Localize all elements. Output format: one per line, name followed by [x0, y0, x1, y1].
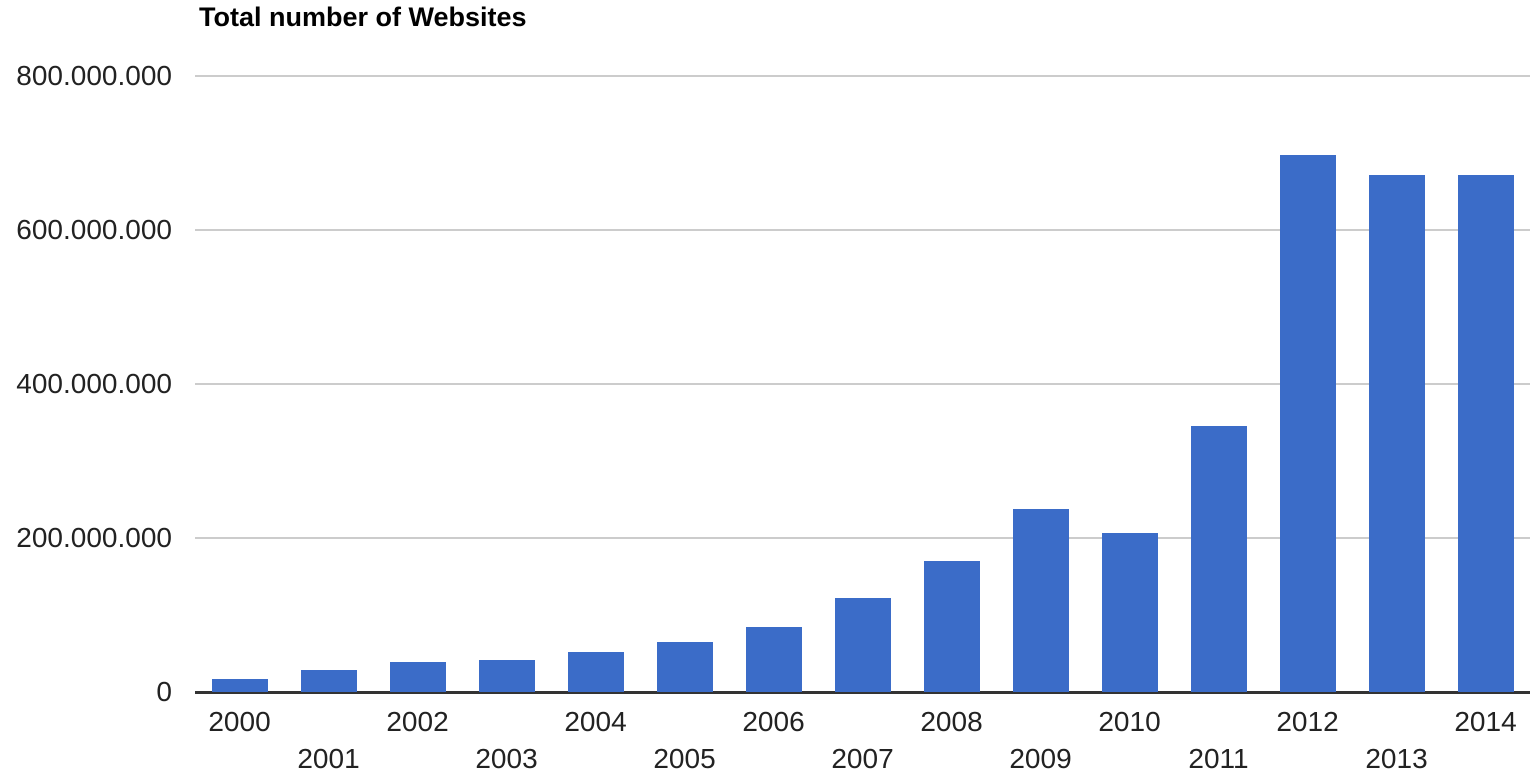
- bar-2009[interactable]: [1013, 509, 1069, 692]
- y-axis-tick-label: 800.000.000: [16, 60, 172, 91]
- x-axis-label-2008: 2008: [920, 706, 983, 737]
- x-axis-label-2012: 2012: [1276, 706, 1339, 737]
- bar-2003[interactable]: [479, 660, 535, 692]
- x-axis-label-2009: 2009: [1009, 743, 1072, 774]
- bar-2013[interactable]: [1369, 175, 1425, 692]
- bar-2008[interactable]: [924, 561, 980, 692]
- bar-2000[interactable]: [212, 679, 268, 692]
- x-axis-label-2007: 2007: [831, 743, 894, 774]
- x-axis-label-2010: 2010: [1098, 706, 1161, 737]
- gridline-400.000.000: [195, 383, 1530, 385]
- bar-2004[interactable]: [568, 652, 624, 692]
- x-axis-label-2014: 2014: [1454, 706, 1517, 737]
- y-axis-tick-label: 600.000.000: [16, 214, 172, 245]
- x-axis-label-2003: 2003: [475, 743, 538, 774]
- x-axis-baseline: [195, 691, 1530, 694]
- x-axis-label-2006: 2006: [742, 706, 805, 737]
- x-axis-label-2000: 2000: [208, 706, 271, 737]
- bar-2002[interactable]: [390, 662, 446, 692]
- bar-2010[interactable]: [1102, 533, 1158, 692]
- bar-2006[interactable]: [746, 627, 802, 692]
- bar-2014[interactable]: [1458, 175, 1514, 692]
- bar-2001[interactable]: [301, 670, 357, 692]
- x-axis-label-2001: 2001: [297, 743, 360, 774]
- y-axis-tick-label: 0: [156, 676, 172, 707]
- x-axis-label-2013: 2013: [1365, 743, 1428, 774]
- gridline-200.000.000: [195, 537, 1530, 539]
- gridline-800.000.000: [195, 75, 1530, 77]
- x-axis-label-2011: 2011: [1188, 743, 1249, 774]
- x-axis-label-2004: 2004: [564, 706, 627, 737]
- x-axis-label-2005: 2005: [653, 743, 716, 774]
- gridline-600.000.000: [195, 229, 1530, 231]
- bar-2005[interactable]: [657, 642, 713, 692]
- y-axis-tick-label: 200.000.000: [16, 522, 172, 553]
- chart-title: Total number of Websites: [199, 2, 527, 32]
- x-axis-label-2002: 2002: [386, 706, 449, 737]
- y-axis-tick-label: 400.000.000: [16, 368, 172, 399]
- bar-2012[interactable]: [1280, 155, 1336, 692]
- bar-2011[interactable]: [1191, 426, 1247, 692]
- bar-2007[interactable]: [835, 598, 891, 692]
